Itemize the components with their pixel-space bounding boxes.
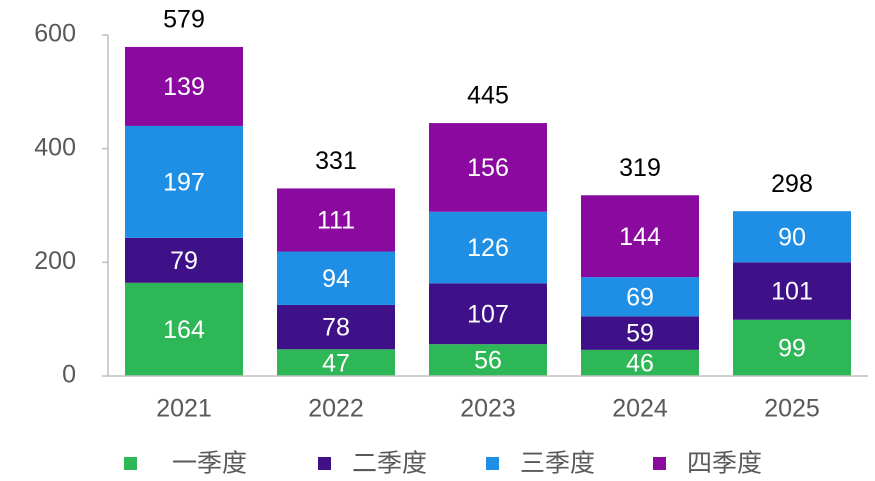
y-tick-label: 200 [34, 247, 76, 275]
bar-segment [429, 211, 547, 284]
bar-segment [429, 344, 547, 376]
bar-segment [277, 251, 395, 305]
segment-label: 94 [322, 265, 350, 293]
total-label: 445 [467, 82, 509, 110]
segment-label: 46 [626, 350, 654, 378]
segment-label: 99 [778, 334, 806, 362]
y-tick-label: 400 [34, 133, 76, 161]
bar-segment [733, 211, 851, 263]
x-tick-label: 2024 [612, 395, 668, 423]
segment-label: 139 [163, 73, 205, 101]
segment-label: 47 [322, 349, 350, 377]
segment-label: 126 [467, 234, 509, 262]
legend-swatch [124, 457, 137, 470]
total-label: 319 [619, 154, 661, 182]
total-label: 298 [771, 170, 813, 198]
segment-label: 69 [626, 283, 654, 311]
segment-label: 56 [474, 347, 502, 375]
legend-label: 一季度 [172, 450, 247, 478]
segment-label: 90 [778, 223, 806, 251]
x-tick-label: 2025 [764, 395, 820, 423]
x-tick-label: 2021 [156, 395, 212, 423]
x-tick-label: 2023 [460, 395, 516, 423]
bar-segment [581, 277, 699, 317]
segment-label: 101 [771, 278, 813, 306]
segment-label: 144 [619, 223, 661, 251]
segment-label: 164 [163, 316, 205, 344]
bar-segment [581, 349, 699, 376]
segment-label: 79 [170, 247, 198, 275]
y-tick-label: 0 [62, 361, 76, 389]
bar-segment [277, 188, 395, 252]
bar-segment [429, 123, 547, 212]
x-tick-label: 2022 [308, 395, 364, 423]
bar-segment [125, 125, 243, 238]
legend-label: 四季度 [687, 450, 762, 478]
segment-label: 111 [317, 207, 355, 235]
y-tick-label: 600 [34, 20, 76, 48]
segment-label: 197 [163, 169, 205, 197]
bar-segment [125, 46, 243, 126]
bar-segment [733, 319, 851, 376]
segment-label: 156 [467, 154, 509, 182]
total-label: 331 [315, 147, 357, 175]
segment-label: 59 [626, 320, 654, 348]
bar-segment [125, 282, 243, 376]
bar-segment [581, 195, 699, 278]
bar-segment [277, 349, 395, 376]
total-label: 579 [163, 6, 205, 34]
legend-label: 二季度 [352, 450, 427, 478]
bar-segment [277, 304, 395, 350]
segment-label: 107 [467, 300, 509, 328]
bar-segment [581, 316, 699, 350]
legend-swatch [486, 457, 499, 470]
legend-label: 三季度 [520, 450, 595, 478]
legend-swatch [318, 457, 331, 470]
bar-segment [125, 237, 243, 283]
bar-segment [733, 262, 851, 320]
bar-segment [429, 283, 547, 345]
segment-label: 78 [322, 314, 350, 342]
legend-swatch [653, 457, 666, 470]
